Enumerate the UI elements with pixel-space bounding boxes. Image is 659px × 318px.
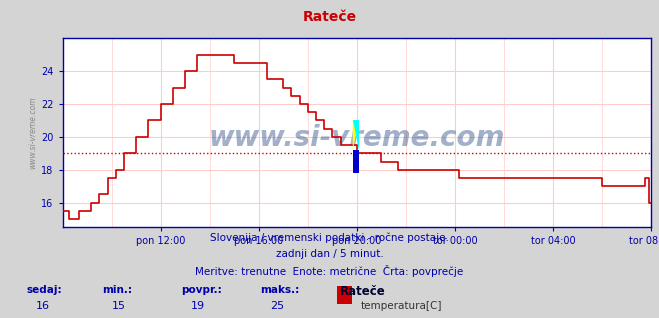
Text: Rateče: Rateče <box>339 285 385 298</box>
Text: Meritve: trenutne  Enote: metrične  Črta: povprečje: Meritve: trenutne Enote: metrične Črta: … <box>195 265 464 277</box>
Text: povpr.:: povpr.: <box>181 285 222 294</box>
Text: 19: 19 <box>190 301 205 310</box>
Polygon shape <box>353 121 359 150</box>
Text: Rateče: Rateče <box>302 10 357 24</box>
Text: 25: 25 <box>270 301 284 310</box>
Text: temperatura[C]: temperatura[C] <box>360 301 442 310</box>
Bar <box>353 150 359 173</box>
Text: 15: 15 <box>111 301 126 310</box>
Text: 16: 16 <box>36 301 50 310</box>
Text: min.:: min.: <box>102 285 132 294</box>
Text: zadnji dan / 5 minut.: zadnji dan / 5 minut. <box>275 249 384 259</box>
Polygon shape <box>353 121 359 150</box>
Text: sedaj:: sedaj: <box>26 285 62 294</box>
Y-axis label: www.si-vreme.com: www.si-vreme.com <box>28 96 37 169</box>
Text: Slovenija / vremenski podatki - ročne postaje.: Slovenija / vremenski podatki - ročne po… <box>210 233 449 243</box>
Text: www.si-vreme.com: www.si-vreme.com <box>209 124 505 152</box>
Text: maks.:: maks.: <box>260 285 300 294</box>
